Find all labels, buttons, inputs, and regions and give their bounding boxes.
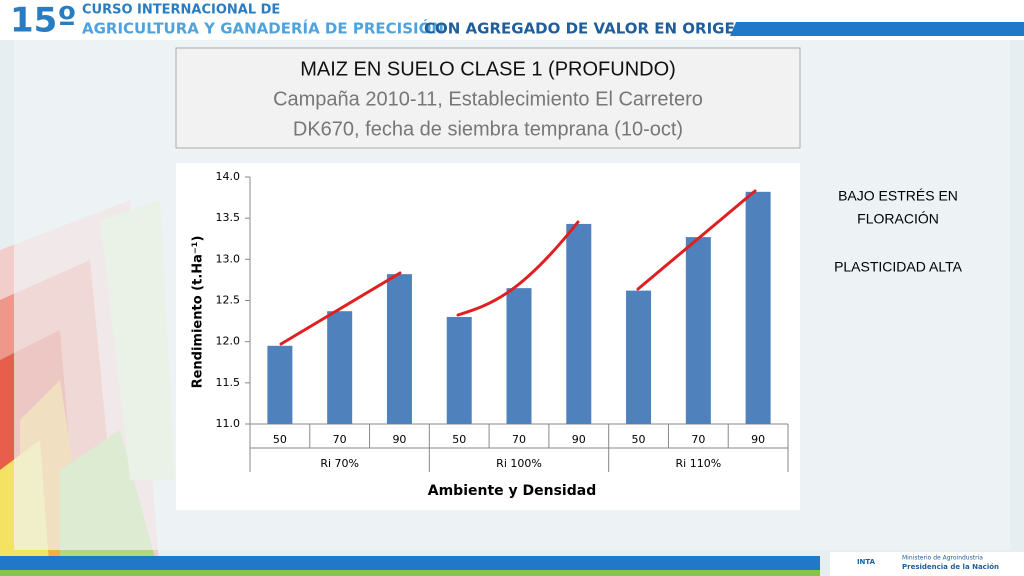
x-axis-label: Ambiente y Densidad bbox=[428, 483, 596, 499]
header-line2b: CON AGREGADO DE VALOR EN ORIGEN bbox=[424, 20, 747, 38]
chart-subtitle: Campaña 2010-11, Establecimiento El Carr… bbox=[273, 88, 703, 110]
trend-line bbox=[636, 189, 757, 291]
x-tick-label: 50 bbox=[452, 433, 466, 446]
title-box bbox=[175, 47, 801, 149]
group-label: Ri 110% bbox=[676, 457, 722, 470]
header-number: 15º bbox=[10, 1, 77, 41]
bar bbox=[386, 274, 412, 424]
y-axis-label: Rendimiento (t.Ha⁻¹) bbox=[191, 236, 206, 389]
trend-annotations bbox=[279, 189, 757, 346]
bar bbox=[745, 191, 771, 424]
note: FLORACIÓN bbox=[857, 211, 939, 227]
y-tick-label: 13.0 bbox=[216, 252, 241, 265]
note: PLASTICIDAD ALTA bbox=[834, 259, 963, 275]
plot: 11.0 11.5 12.0 12.5 13.0 13.5 14.0 50 70 90 50 70 90… bbox=[216, 170, 789, 472]
x-tick-label: 70 bbox=[512, 433, 526, 446]
y-tick-label: 11.5 bbox=[216, 376, 241, 389]
y-tick-label: 12.5 bbox=[216, 294, 241, 307]
x-tick-label: 90 bbox=[751, 433, 765, 446]
bar bbox=[327, 311, 353, 424]
y-tick-label: 11.0 bbox=[216, 417, 241, 430]
bar bbox=[685, 237, 711, 424]
header-line1: CURSO INTERNACIONAL DE bbox=[82, 3, 280, 18]
footer-logo: INTA bbox=[857, 558, 876, 566]
y-tick-label: 14.0 bbox=[216, 170, 241, 183]
header-stripe bbox=[730, 22, 1024, 36]
x-tick-label: 50 bbox=[273, 433, 287, 446]
y-tick-label: 13.5 bbox=[216, 211, 241, 224]
group-label: Ri 70% bbox=[320, 457, 359, 470]
x-tick-label: 70 bbox=[333, 433, 347, 446]
footer-stripe bbox=[0, 556, 820, 570]
x-tick-label: 70 bbox=[691, 433, 705, 446]
trend-line bbox=[456, 220, 580, 317]
bar bbox=[506, 288, 532, 424]
y-tick-label: 12.0 bbox=[216, 335, 241, 348]
trend-line bbox=[279, 271, 402, 346]
footer-ministry: Ministerio de Agroindustria bbox=[902, 555, 983, 562]
footer-presidency: Presidencia de la Nación bbox=[902, 563, 999, 571]
group-label: Ri 100% bbox=[496, 457, 542, 470]
x-tick-label: 90 bbox=[572, 433, 586, 446]
bar bbox=[566, 223, 592, 424]
header-line2a: AGRICULTURA Y GANADERÍA DE PRECISIÓN bbox=[82, 19, 444, 38]
note: BAJO ESTRÉS EN bbox=[838, 188, 958, 204]
bar bbox=[626, 290, 652, 424]
footer-stripe bbox=[0, 570, 820, 576]
chart-subtitle: DK670, fecha de siembra temprana (10-oct… bbox=[293, 118, 683, 140]
bar bbox=[446, 316, 472, 424]
bar bbox=[267, 345, 293, 424]
x-tick-label: 50 bbox=[632, 433, 646, 446]
chart-title: MAIZ EN SUELO CLASE 1 (PROFUNDO) bbox=[300, 58, 676, 80]
x-tick-label: 90 bbox=[392, 433, 406, 446]
footer-logos bbox=[830, 552, 1024, 576]
